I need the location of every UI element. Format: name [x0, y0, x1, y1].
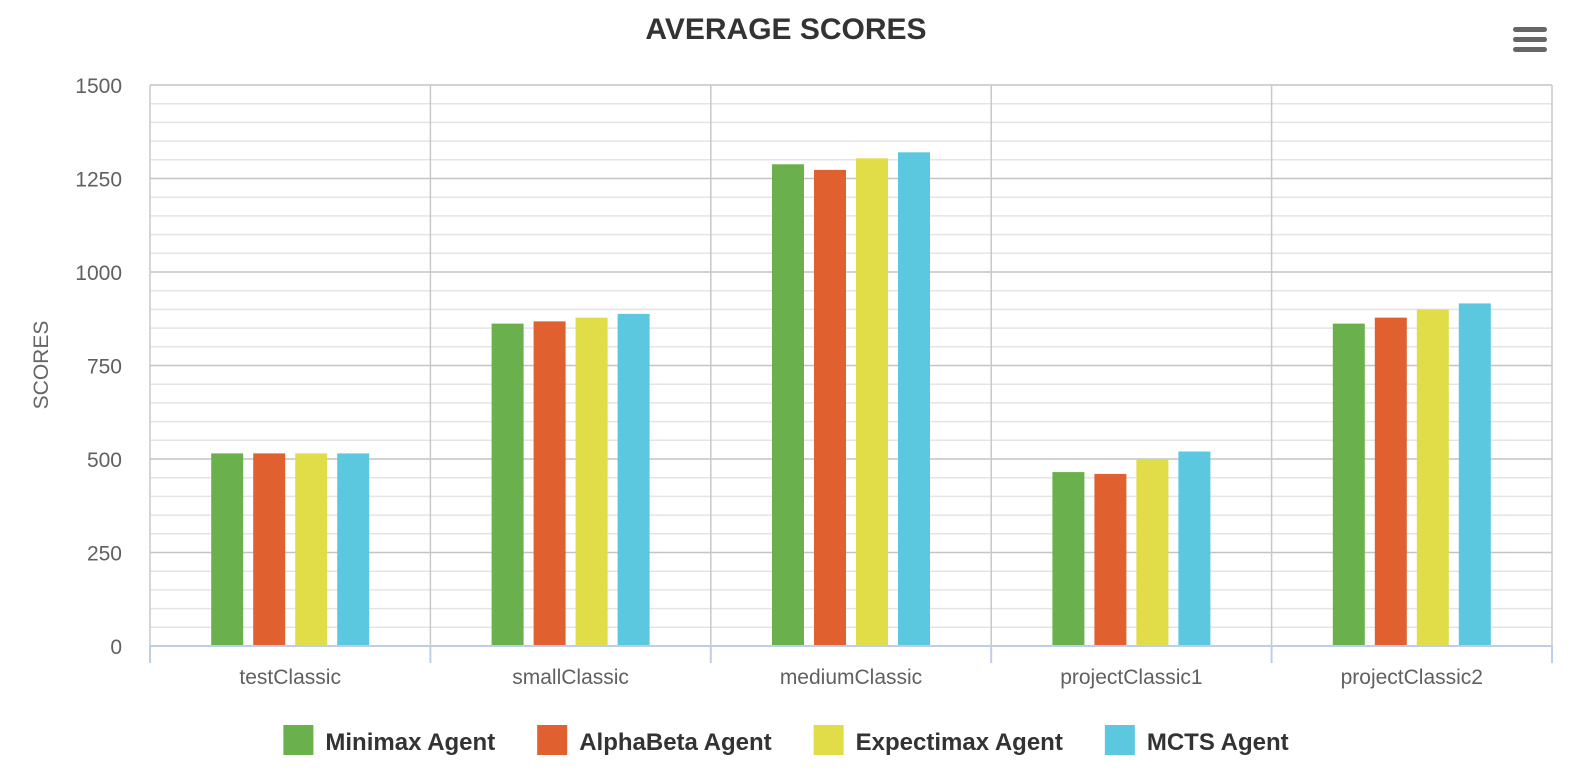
- legend-swatch: [1104, 725, 1135, 755]
- bar-alphabeta-agent-testClassic[interactable]: [253, 453, 286, 646]
- legend-item-mcts-agent[interactable]: MCTS Agent: [1104, 725, 1289, 756]
- bar-alphabeta-agent-mediumClassic[interactable]: [814, 169, 846, 646]
- y-axis-title: SCORES: [30, 321, 53, 410]
- bar-minimax-agent-projectClassic1[interactable]: [1052, 472, 1085, 646]
- bar-mcts-agent-projectClassic2[interactable]: [1458, 303, 1491, 646]
- bar-alphabeta-agent-projectClassic2[interactable]: [1374, 317, 1407, 646]
- chart-title: AVERAGE SCORES: [645, 13, 926, 46]
- bar-expectimax-agent-projectClassic2[interactable]: [1416, 309, 1449, 646]
- legend-item-alphabeta-agent[interactable]: AlphaBeta Agent: [537, 725, 772, 756]
- y-tick-label: 250: [87, 543, 122, 566]
- x-axis-ticks: testClassic smallClassic mediumClassic proj…: [239, 666, 1483, 689]
- bar-expectimax-agent-testClassic[interactable]: [295, 453, 328, 646]
- legend-item-expectimax-agent[interactable]: Expectimax Agent: [813, 725, 1063, 756]
- y-tick-label: 500: [87, 449, 122, 472]
- x-tick-label: smallClassic: [512, 666, 629, 689]
- x-tick-label: testClassic: [239, 666, 341, 689]
- legend-label: AlphaBeta Agent: [579, 729, 771, 756]
- major-gridlines: [150, 84, 1552, 554]
- bar-minimax-agent-mediumClassic[interactable]: [772, 164, 804, 646]
- bar-alphabeta-agent-smallClassic[interactable]: [533, 321, 566, 646]
- bar-series: [211, 152, 1491, 646]
- legend-swatch: [537, 725, 568, 755]
- bar-alphabeta-agent-projectClassic1[interactable]: [1094, 473, 1127, 646]
- legend-swatch: [813, 725, 844, 755]
- bar-mcts-agent-smallClassic[interactable]: [617, 313, 650, 646]
- bar-minimax-agent-testClassic[interactable]: [211, 453, 244, 646]
- bar-mcts-agent-testClassic[interactable]: [337, 453, 370, 646]
- x-tick-label: projectClassic2: [1341, 666, 1483, 689]
- bar-expectimax-agent-smallClassic[interactable]: [575, 317, 608, 646]
- y-tick-label: 1500: [75, 75, 122, 98]
- bar-mcts-agent-mediumClassic[interactable]: [898, 152, 930, 646]
- legend-swatch: [283, 725, 314, 755]
- bar-mcts-agent-projectClassic1[interactable]: [1178, 451, 1211, 646]
- category-gridlines: [149, 85, 1553, 646]
- legend-label: Expectimax Agent: [856, 729, 1063, 756]
- minor-gridlines: [150, 102, 1552, 629]
- y-tick-label: 0: [110, 636, 122, 659]
- legend: Minimax Agent AlphaBeta Agent Expectimax A…: [283, 725, 1289, 756]
- x-tick-label: projectClassic1: [1060, 666, 1202, 689]
- hamburger-menu-icon[interactable]: [1508, 20, 1552, 60]
- bar-minimax-agent-smallClassic[interactable]: [491, 323, 524, 646]
- y-tick-label: 750: [87, 356, 122, 379]
- bar-minimax-agent-projectClassic2[interactable]: [1332, 323, 1365, 646]
- y-axis-ticks: 0 250 500 750 1000 1250 1500: [75, 75, 122, 659]
- x-tick-label: mediumClassic: [780, 666, 922, 689]
- legend-label: Minimax Agent: [325, 729, 495, 756]
- legend-item-minimax-agent[interactable]: Minimax Agent: [283, 725, 495, 756]
- bar-expectimax-agent-projectClassic1[interactable]: [1136, 459, 1169, 646]
- y-tick-label: 1250: [75, 169, 122, 192]
- legend-label: MCTS Agent: [1147, 729, 1289, 756]
- bar-expectimax-agent-mediumClassic[interactable]: [856, 158, 888, 646]
- y-tick-label: 1000: [75, 262, 122, 285]
- x-axis: [149, 645, 1553, 663]
